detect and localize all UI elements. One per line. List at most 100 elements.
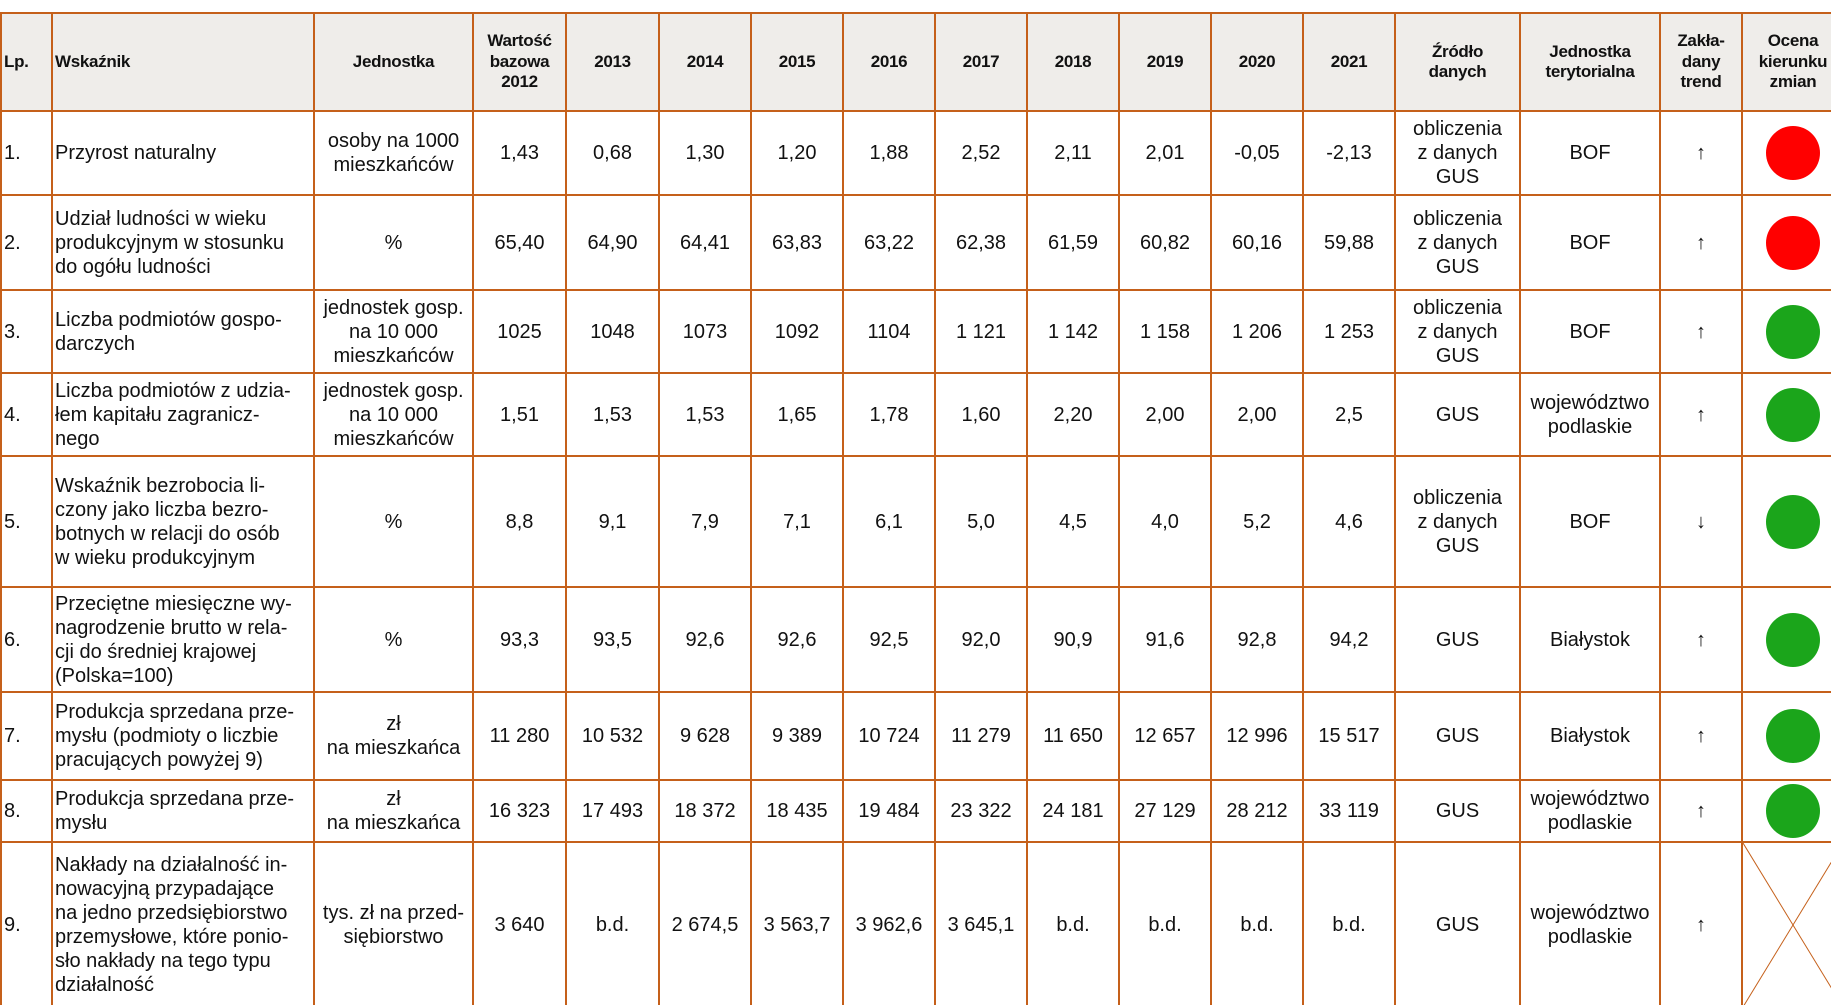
table-cell: 2,5 <box>1302 372 1396 457</box>
table-cell: GUS <box>1394 779 1521 843</box>
table-cell: ↑ <box>1659 194 1743 291</box>
table-cell: 91,6 <box>1118 586 1212 693</box>
table-cell: Przyrost naturalny <box>51 110 315 196</box>
table-cell: 2,11 <box>1026 110 1120 196</box>
table-cell: % <box>313 455 474 588</box>
table-cell: 65,40 <box>472 194 567 291</box>
table-row: 4. Liczba podmiotów z udzia- łem kapitału… <box>0 372 1831 457</box>
table-cell: Wskaźnik bezrobocia li- czony jako liczb… <box>51 455 315 588</box>
table-cell: 3 563,7 <box>750 841 844 1005</box>
table-cell: 63,83 <box>750 194 844 291</box>
status-indicator <box>1766 784 1820 838</box>
table-cell: 1025 <box>472 289 567 374</box>
table-cell: 11 280 <box>472 691 567 781</box>
column-header: Jednostka terytorialna <box>1519 12 1661 112</box>
table-cell: obliczenia z danych GUS <box>1394 194 1521 291</box>
table-cell: 90,9 <box>1026 586 1120 693</box>
table-cell: 12 996 <box>1210 691 1304 781</box>
table-cell: 1,51 <box>472 372 567 457</box>
table-cell: województwo podlaskie <box>1519 841 1661 1005</box>
table-cell: 5. <box>0 455 53 588</box>
table-cell: 15 517 <box>1302 691 1396 781</box>
table-row: 2. Udział ludności w wieku produkcyjnym w… <box>0 194 1831 291</box>
table-cell: 1,30 <box>658 110 752 196</box>
table-cell: 7. <box>0 691 53 781</box>
table-cell: 5,2 <box>1210 455 1304 588</box>
table-cell: ↑ <box>1659 841 1743 1005</box>
table-cell: 0,68 <box>565 110 660 196</box>
table-cell: Produkcja sprzedana prze- mysłu <box>51 779 315 843</box>
table-cell: BOF <box>1519 194 1661 291</box>
status-indicator <box>1766 126 1820 180</box>
table-cell: zł na mieszkańca <box>313 779 474 843</box>
table-cell: województwo podlaskie <box>1519 779 1661 843</box>
column-header: 2019 <box>1118 12 1212 112</box>
table-cell: 92,6 <box>750 586 844 693</box>
table-cell: ↑ <box>1659 289 1743 374</box>
table-cell: Produkcja sprzedana prze- mysłu (podmiot… <box>51 691 315 781</box>
table-cell: 8,8 <box>472 455 567 588</box>
column-header: Zakła- dany trend <box>1659 12 1743 112</box>
table-cell: BOF <box>1519 110 1661 196</box>
column-header: 2015 <box>750 12 844 112</box>
table-cell: Białystok <box>1519 586 1661 693</box>
table-cell: 64,41 <box>658 194 752 291</box>
column-header: 2021 <box>1302 12 1396 112</box>
table-cell: ↑ <box>1659 372 1743 457</box>
table-cell: 4,5 <box>1026 455 1120 588</box>
column-header: Źródło danych <box>1394 12 1521 112</box>
assessment-cell <box>1741 841 1831 1005</box>
table-cell: 12 657 <box>1118 691 1212 781</box>
column-header: Wskaźnik <box>51 12 315 112</box>
assessment-cell <box>1741 779 1831 843</box>
table-cell: 1 142 <box>1026 289 1120 374</box>
table-cell: 2,52 <box>934 110 1028 196</box>
table-cell: obliczenia z danych GUS <box>1394 110 1521 196</box>
table-cell: 1 158 <box>1118 289 1212 374</box>
status-indicator <box>1766 215 1820 270</box>
table-cell: 8. <box>0 779 53 843</box>
table-cell: 7,9 <box>658 455 752 588</box>
table-cell: b.d. <box>1118 841 1212 1005</box>
column-header: Ocena kierunku zmian <box>1741 12 1831 112</box>
assessment-cell <box>1741 110 1831 196</box>
table-cell: GUS <box>1394 841 1521 1005</box>
table-cell: BOF <box>1519 455 1661 588</box>
table-cell: 4. <box>0 372 53 457</box>
table-cell: 1,65 <box>750 372 844 457</box>
table-cell: zł na mieszkańca <box>313 691 474 781</box>
table-cell: 4,0 <box>1118 455 1212 588</box>
table-cell: -2,13 <box>1302 110 1396 196</box>
table-cell: % <box>313 194 474 291</box>
table-cell: 33 119 <box>1302 779 1396 843</box>
table-cell: 93,5 <box>565 586 660 693</box>
table-cell: 9,1 <box>565 455 660 588</box>
table-cell: Nakłady na działalność in- nowacyjną prz… <box>51 841 315 1005</box>
table-cell: 6,1 <box>842 455 936 588</box>
table-cell: Białystok <box>1519 691 1661 781</box>
table-cell: 28 212 <box>1210 779 1304 843</box>
table-cell: 18 372 <box>658 779 752 843</box>
table-cell: województwo podlaskie <box>1519 372 1661 457</box>
table-cell: 1,53 <box>658 372 752 457</box>
table-cell: 10 532 <box>565 691 660 781</box>
table-cell: GUS <box>1394 691 1521 781</box>
table-cell: 3. <box>0 289 53 374</box>
table-cell: ↑ <box>1659 779 1743 843</box>
table-cell: 1 121 <box>934 289 1028 374</box>
table-cell: 2 674,5 <box>658 841 752 1005</box>
table-cell: 1 206 <box>1210 289 1304 374</box>
assessment-cell <box>1741 194 1831 291</box>
table-cell: 10 724 <box>842 691 936 781</box>
table-cell: 23 322 <box>934 779 1028 843</box>
table-cell: 1,20 <box>750 110 844 196</box>
table-cell: obliczenia z danych GUS <box>1394 455 1521 588</box>
column-header: 2018 <box>1026 12 1120 112</box>
column-header: 2017 <box>934 12 1028 112</box>
table-cell: 59,88 <box>1302 194 1396 291</box>
table-cell: 1,88 <box>842 110 936 196</box>
column-header: 2020 <box>1210 12 1304 112</box>
table-cell: GUS <box>1394 586 1521 693</box>
table-cell: ↓ <box>1659 455 1743 588</box>
